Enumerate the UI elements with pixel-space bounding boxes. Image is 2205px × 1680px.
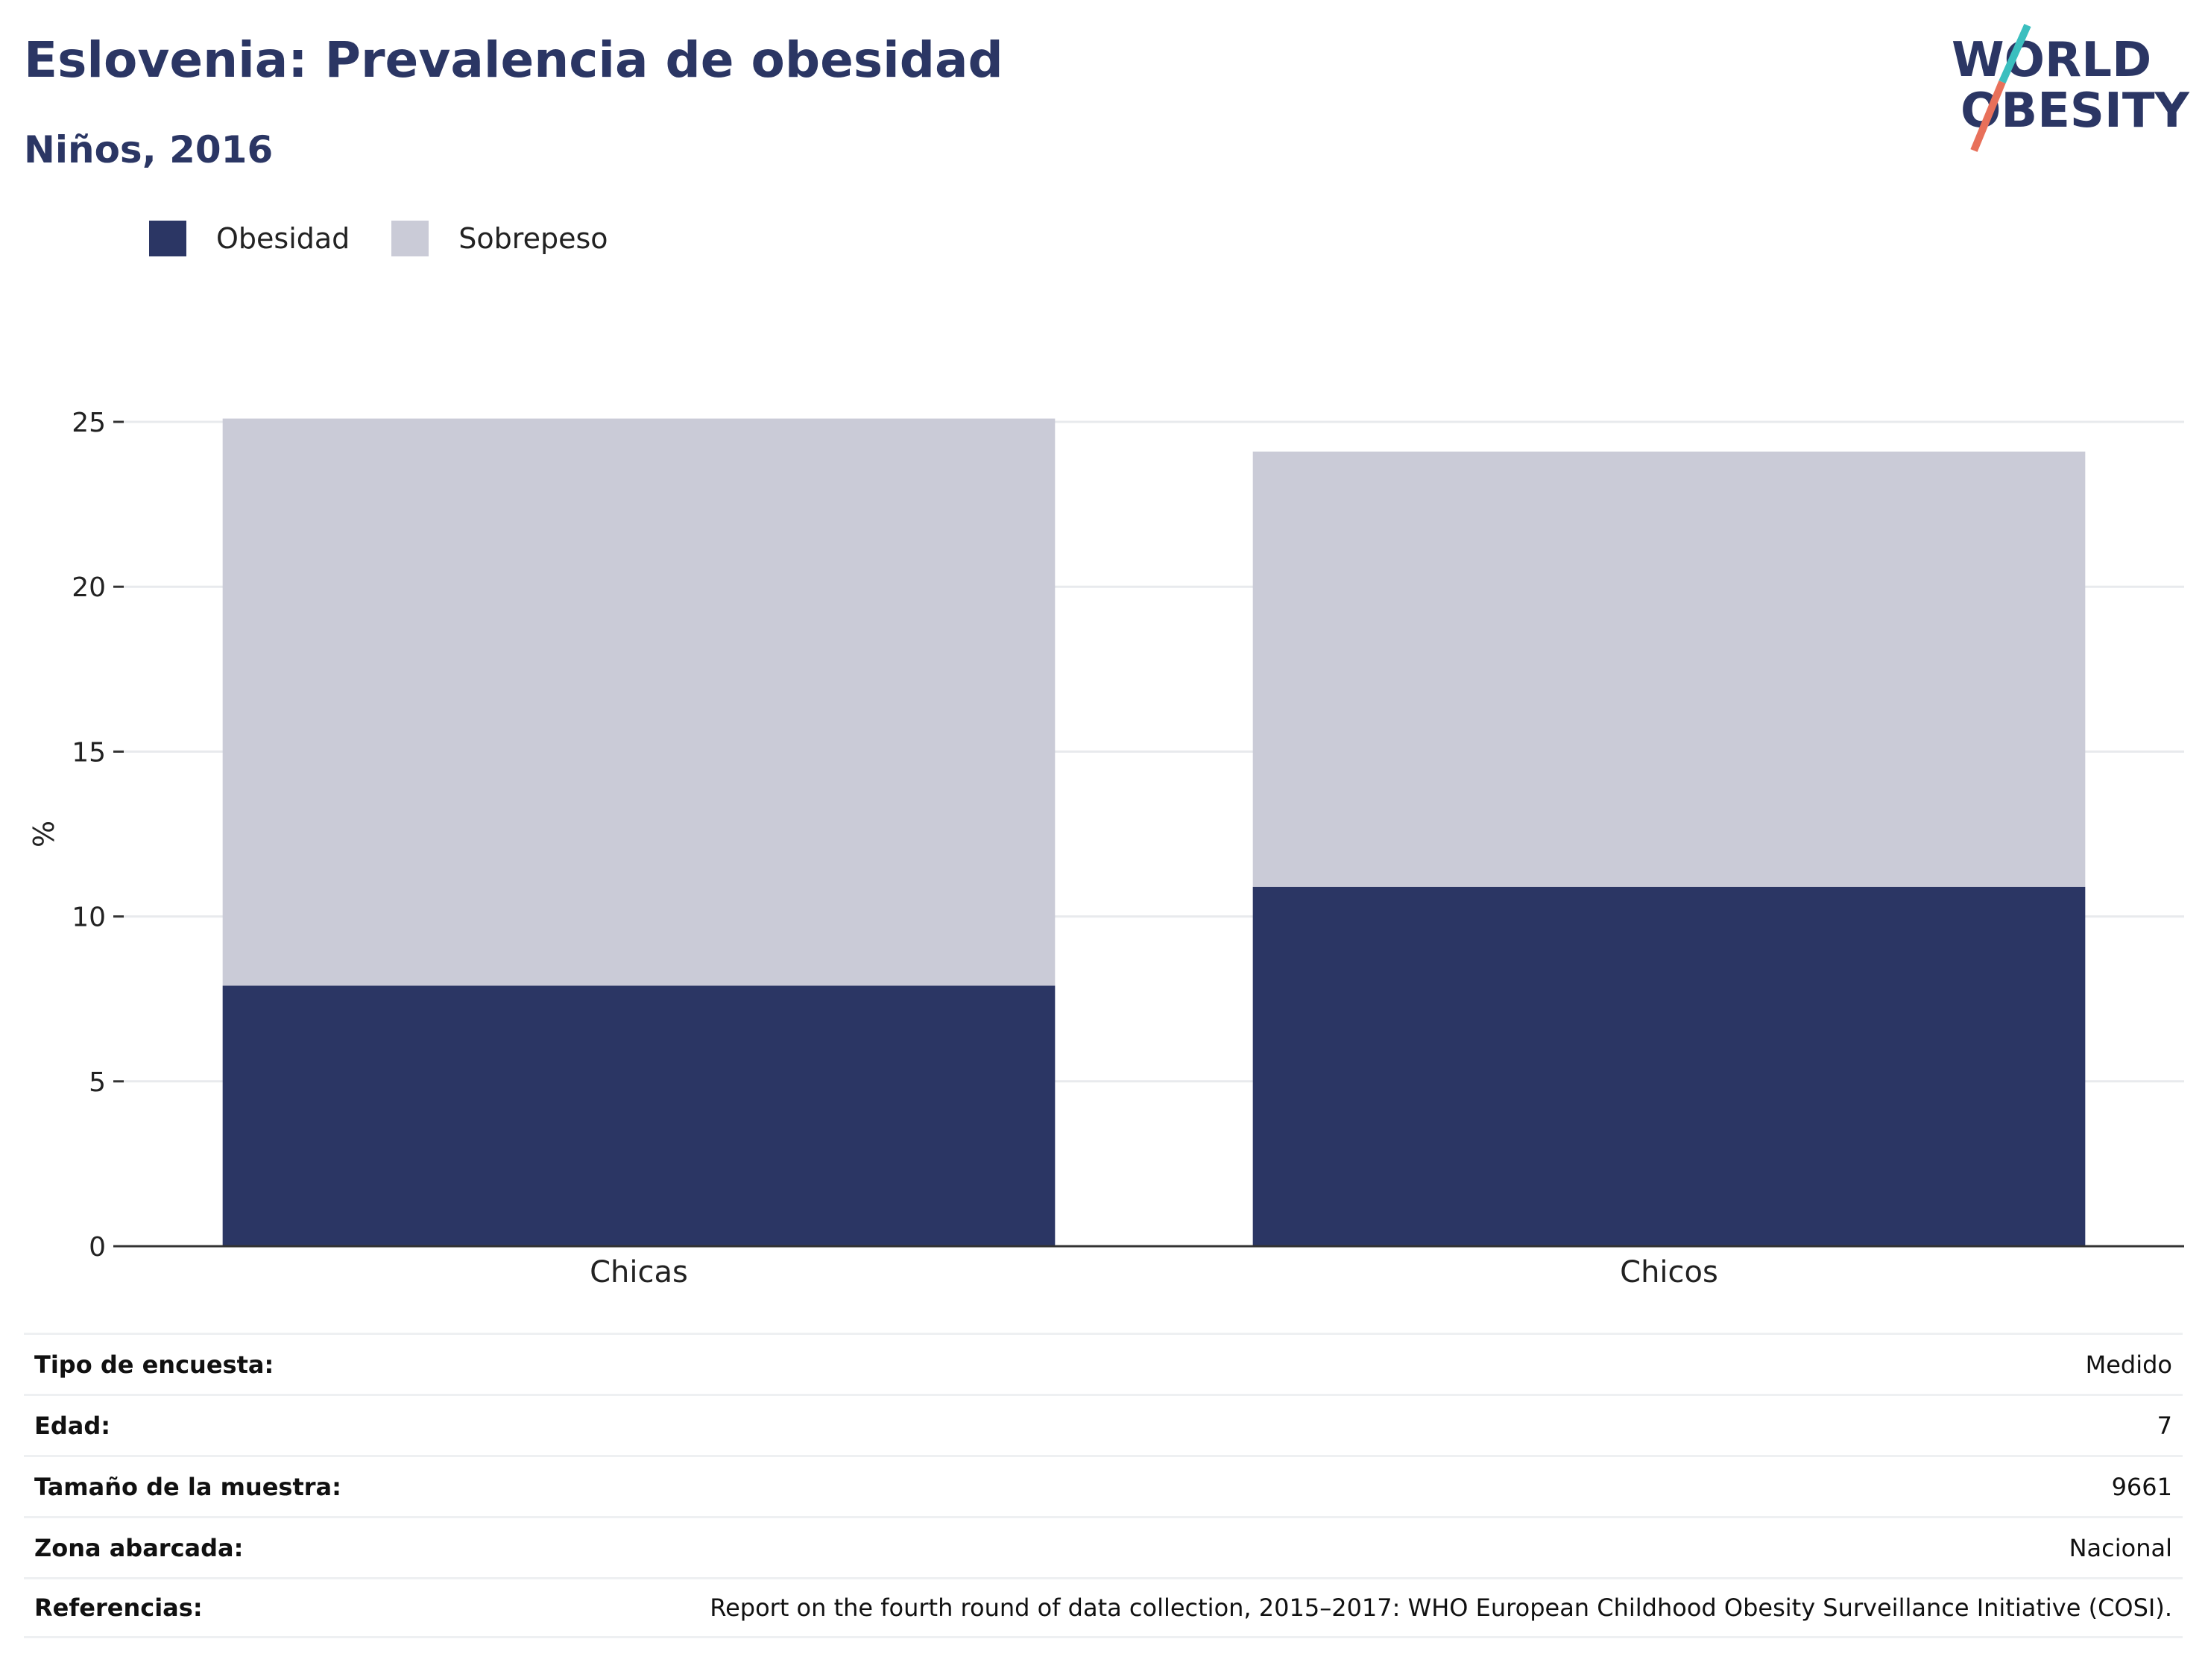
legend-label-sobrepeso: Sobrepeso (458, 222, 608, 255)
info-value: Nacional (2069, 1533, 2172, 1562)
world-obesity-logo: WORLD OBESITY (1952, 23, 2189, 152)
y-tick-label: 10 (72, 903, 106, 933)
legend-item-sobrepeso[interactable]: Sobrepeso (391, 221, 608, 256)
legend-item-obesidad[interactable]: Obesidad (149, 221, 350, 256)
logo-slash-teal (1999, 23, 2031, 84)
logo-slash-coral (1970, 80, 2006, 152)
y-tick-label: 0 (89, 1232, 106, 1263)
info-value: 7 (2157, 1411, 2172, 1440)
info-row-references: Referencias: Report on the fourth round … (24, 1577, 2183, 1638)
y-axis-label: % (28, 821, 60, 847)
logo-line-1: WORLD (1952, 33, 2151, 88)
info-label: Referencias: (34, 1594, 203, 1622)
info-row-age: Edad: 7 (24, 1394, 2183, 1455)
y-tick-label: 15 (72, 737, 106, 768)
info-row-sample-size: Tamaño de la muestra: 9661 (24, 1455, 2183, 1516)
y-tick-label: 5 (89, 1067, 106, 1098)
chart-subtitle: Niños, 2016 (24, 128, 274, 171)
info-label: Zona abarcada: (34, 1533, 244, 1562)
info-label: Tipo de encuesta: (34, 1350, 274, 1379)
info-label: Tamaño de la muestra: (34, 1472, 341, 1501)
bar-obesidad-chicos (1252, 886, 2086, 1246)
legend-swatch-sobrepeso (391, 221, 429, 256)
info-value[interactable]: Report on the fourth round of data colle… (710, 1594, 2172, 1622)
legend-label-obesidad: Obesidad (216, 222, 350, 255)
y-tick-label: 25 (72, 408, 106, 438)
x-tick-label: Chicos (1620, 1255, 1718, 1289)
info-value: Medido (2085, 1350, 2172, 1379)
x-tick-label: Chicas (590, 1255, 688, 1289)
info-row-survey-type: Tipo de encuesta: Medido (24, 1333, 2183, 1394)
info-row-area: Zona abarcada: Nacional (24, 1516, 2183, 1577)
survey-info-table: Tipo de encuesta: Medido Edad: 7 Tamaño … (24, 1333, 2183, 1638)
chart-title: Eslovenia: Prevalencia de obesidad (24, 31, 1003, 89)
info-value: 9661 (2111, 1472, 2172, 1501)
info-label: Edad: (34, 1411, 111, 1440)
legend-swatch-obesidad (149, 221, 186, 256)
bar-sobrepeso-chicos (1252, 451, 2086, 887)
stacked-bar-chart: 0 5 10 15 20 25% Chicas Chicos (28, 408, 2184, 1289)
bar-obesidad-chicas (222, 985, 1056, 1246)
legend: Obesidad Sobrepeso (149, 221, 650, 256)
bar-sobrepeso-chicas (222, 418, 1056, 986)
y-tick-label: 20 (72, 572, 106, 603)
